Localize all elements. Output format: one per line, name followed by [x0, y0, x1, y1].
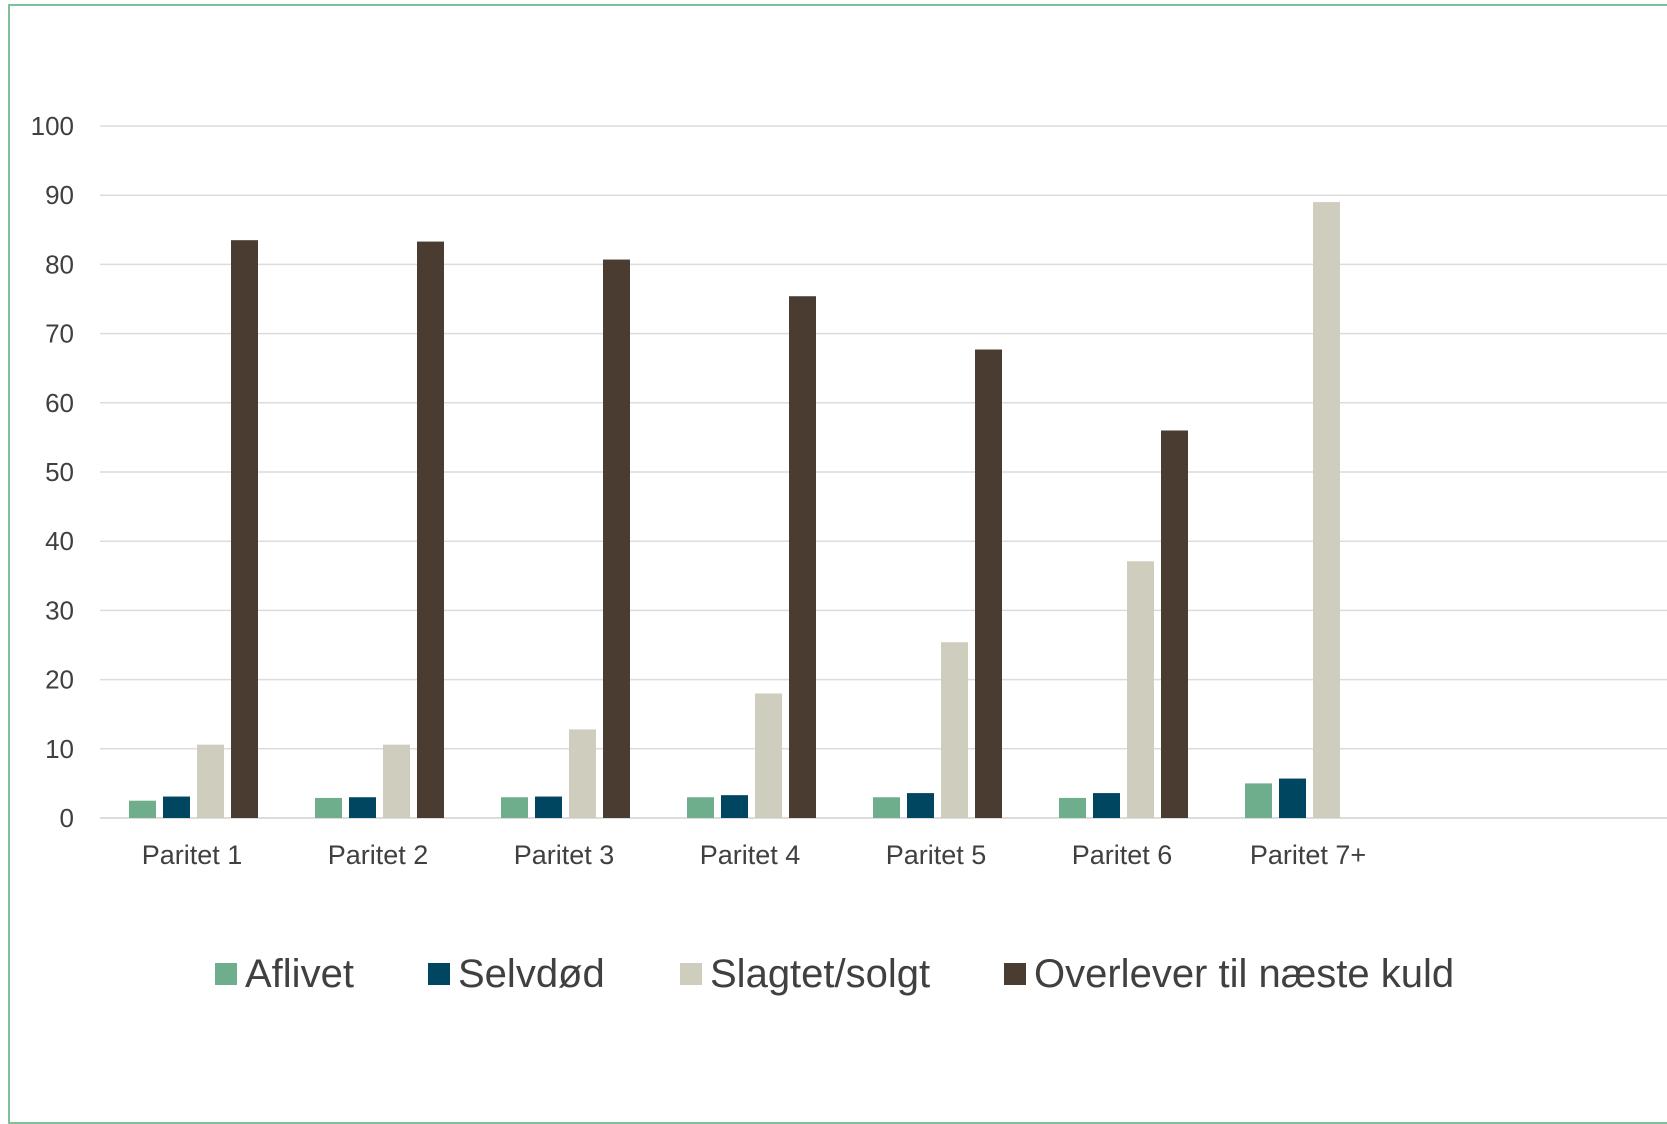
legend-swatch [215, 963, 237, 985]
bar-overlever-til-næste-kuld [789, 296, 816, 818]
legend-label: Slagtet/solgt [710, 952, 930, 996]
y-tick-label: 90 [45, 180, 74, 210]
bar-slagtet-solgt [383, 744, 410, 818]
y-tick-label: 50 [45, 457, 74, 487]
legend-label: Aflivet [245, 952, 354, 996]
bar-slagtet-solgt [1313, 202, 1340, 818]
bar-selvdød [1093, 793, 1120, 818]
chart-frame [8, 4, 1667, 1124]
bar-overlever-til-næste-kuld [1161, 430, 1188, 818]
bar-slagtet-solgt [755, 693, 782, 818]
legend: Aflivet Selvdød Slagtet/solgt Overlever til… [215, 952, 1454, 996]
bar-aflivet [687, 797, 714, 818]
y-tick-label: 80 [45, 249, 74, 279]
bar-aflivet [501, 797, 528, 818]
bars [129, 202, 1340, 819]
bar-selvdød [1279, 778, 1306, 818]
x-tick-label: Paritet 4 [700, 840, 801, 870]
bar-slagtet-solgt [941, 642, 968, 818]
bar-selvdød [349, 797, 376, 818]
bar-slagtet-solgt [569, 729, 596, 818]
legend-swatch [428, 963, 450, 985]
legend-swatch [680, 963, 702, 985]
bar-selvdød [907, 793, 934, 818]
bar-slagtet-solgt [1127, 561, 1154, 818]
bar-selvdød [535, 796, 562, 818]
x-tick-label: Paritet 2 [328, 840, 429, 870]
bar-aflivet [129, 800, 156, 818]
y-tick-label: 20 [45, 665, 74, 695]
x-tick-label: Paritet 3 [514, 840, 615, 870]
x-tick-label: Paritet 1 [142, 840, 243, 870]
y-tick-label: 30 [45, 595, 74, 625]
legend-label: Selvdød [458, 952, 605, 996]
gridlines [100, 125, 1667, 819]
y-tick-label: 0 [60, 803, 74, 833]
y-tick-label: 10 [45, 734, 74, 764]
legend-label: Overlever til næste kuld [1034, 952, 1454, 996]
bar-overlever-til-næste-kuld [975, 349, 1002, 818]
bar-slagtet-solgt [197, 744, 224, 818]
y-tick-label: 70 [45, 319, 74, 349]
bar-overlever-til-næste-kuld [231, 240, 258, 818]
bar-overlever-til-næste-kuld [603, 259, 630, 818]
bar-overlever-til-næste-kuld [417, 241, 444, 819]
y-tick-label: 60 [45, 388, 74, 418]
bar-aflivet [315, 797, 342, 818]
y-axis: 0 10 20 30 40 50 60 70 80 90 100 [31, 111, 74, 833]
bar-aflivet [1059, 797, 1086, 818]
bar-aflivet [1245, 783, 1272, 818]
x-tick-label: Paritet 6 [1072, 840, 1173, 870]
x-tick-label: Paritet 7+ [1250, 840, 1366, 870]
x-axis: Paritet 1 Paritet 2 Paritet 3 Paritet 4 Pari… [142, 840, 1366, 870]
x-tick-label: Paritet 5 [886, 840, 987, 870]
bar-selvdød [163, 796, 190, 818]
y-tick-label: 100 [31, 111, 74, 141]
y-tick-label: 40 [45, 526, 74, 556]
legend-swatch [1004, 963, 1026, 985]
bar-aflivet [873, 797, 900, 818]
bar-selvdød [721, 795, 748, 818]
